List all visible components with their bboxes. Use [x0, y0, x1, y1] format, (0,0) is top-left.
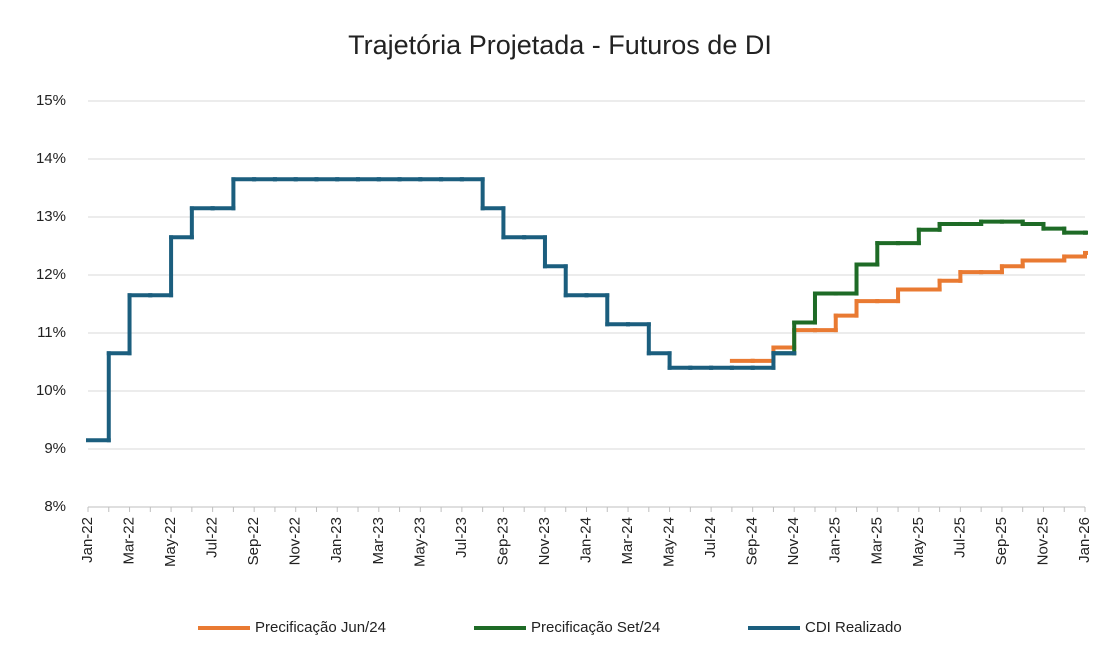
x-tick-label: Mar-22 [121, 517, 138, 565]
x-tick-label: May-22 [162, 517, 179, 567]
x-tick-label: Sep-23 [494, 517, 511, 565]
x-tick-label: Jan-26 [1076, 517, 1093, 563]
x-tick-label: Sep-24 [744, 517, 761, 565]
x-tick-label: Jul-24 [702, 517, 719, 558]
x-tick-label: Jan-22 [79, 517, 96, 563]
y-tick-label: 10% [36, 382, 66, 399]
x-tick-label: Mar-23 [370, 517, 387, 565]
y-tick-label: 13% [36, 208, 66, 225]
x-tick-label: May-24 [661, 517, 678, 567]
x-tick-label: May-23 [411, 517, 428, 567]
x-tick-label: Nov-23 [536, 517, 553, 565]
y-tick-label: 14% [36, 150, 66, 167]
chart-title: Trajetória Projetada - Futuros de DI [348, 30, 772, 60]
x-tick-label: Nov-22 [287, 517, 304, 565]
x-tick-label: Jul-22 [204, 517, 221, 558]
x-tick-label: Jul-25 [951, 517, 968, 558]
x-tick-label: Jan-24 [577, 517, 594, 563]
legend-label: CDI Realizado [805, 619, 902, 636]
x-tick-label: Jan-23 [328, 517, 345, 563]
y-tick-label: 11% [37, 324, 66, 341]
x-tick-label: Sep-25 [993, 517, 1010, 565]
x-tick-label: Jul-23 [453, 517, 470, 558]
x-tick-label: Nov-25 [1034, 517, 1051, 565]
legend-label: Precificação Jun/24 [255, 619, 386, 636]
y-tick-label: 15% [36, 92, 66, 109]
x-tick-label: Mar-24 [619, 517, 636, 565]
x-tick-label: Nov-24 [785, 517, 802, 565]
legend-label: Precificação Set/24 [531, 619, 660, 636]
x-tick-label: Jan-25 [827, 517, 844, 563]
y-tick-label: 12% [36, 266, 66, 283]
y-tick-label: 9% [44, 440, 66, 457]
x-tick-label: Sep-22 [245, 517, 262, 565]
x-tick-label: May-25 [910, 517, 927, 567]
x-tick-label: Mar-25 [868, 517, 885, 565]
y-tick-label: 8% [44, 498, 66, 515]
